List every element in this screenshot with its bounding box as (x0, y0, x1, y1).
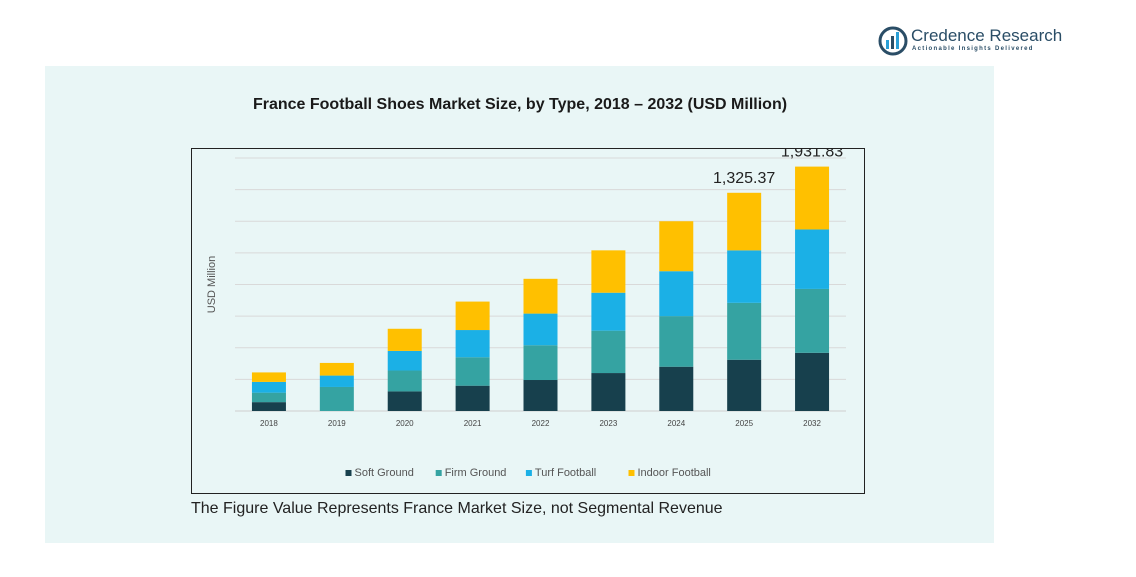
brand-tagline: Actionable Insights Delivered (912, 46, 1034, 52)
legend-swatch-soft-ground (345, 470, 352, 476)
bar-indoor-football-2032 (795, 166, 830, 230)
x-tick-label-2018: 2018 (260, 419, 278, 428)
footnote: The Figure Value Represents France Marke… (191, 500, 723, 517)
bar-indoor-football-2023 (591, 250, 626, 293)
brand-name: Credence Research (911, 26, 1063, 45)
bar-firm-ground-2022 (523, 345, 558, 381)
bar-turf-football-2032 (795, 229, 830, 289)
brand-logo: Credence Research Actionable Insights De… (878, 24, 1068, 58)
bar-soft-ground-2024 (659, 366, 694, 411)
bar-turf-football-2022 (523, 313, 558, 346)
bar-firm-ground-2024 (659, 316, 694, 367)
bar-firm-ground-2032 (795, 288, 830, 353)
x-tick-label-2023: 2023 (599, 419, 617, 428)
bar-firm-ground-2023 (591, 330, 626, 374)
x-tick-label-2020: 2020 (396, 419, 414, 428)
bar-indoor-football-2018 (251, 372, 286, 382)
x-tick-label-2032: 2032 (803, 419, 821, 428)
bar-turf-football-2018 (251, 381, 286, 393)
bar-firm-ground-2018 (251, 392, 286, 403)
bar-soft-ground-2020 (387, 391, 422, 411)
x-tick-label-2024: 2024 (667, 419, 685, 428)
x-tick-label-2022: 2022 (532, 419, 550, 428)
bar-soft-ground-2022 (523, 380, 558, 411)
legend-swatch-firm-ground (435, 470, 442, 476)
chart-title: France Football Shoes Market Size, by Ty… (252, 96, 788, 113)
x-tick-label-2025: 2025 (735, 419, 753, 428)
plot-frame (191, 148, 865, 494)
bar-chart-logo-icon (878, 26, 908, 56)
bar-indoor-football-2022 (523, 278, 558, 314)
legend-label-turf-football: Turf Football (535, 467, 596, 479)
bar-indoor-football-2024 (659, 221, 694, 272)
bar-turf-football-2021 (455, 330, 490, 358)
bar-soft-ground-2018 (251, 402, 286, 411)
legend-label-indoor-football: Indoor Football (638, 467, 711, 479)
bar-soft-ground-2032 (795, 352, 830, 411)
bar-turf-football-2020 (387, 350, 422, 371)
data-label-2025: 1,325.37 (713, 170, 775, 187)
legend-label-firm-ground: Firm Ground (445, 467, 507, 479)
y-axis-label: USD Million (206, 256, 218, 313)
bar-indoor-football-2021 (455, 301, 490, 331)
bar-firm-ground-2019 (319, 386, 354, 411)
bar-soft-ground-2025 (727, 359, 762, 411)
bar-turf-football-2024 (659, 271, 694, 317)
bar-turf-football-2019 (319, 375, 354, 387)
bar-firm-ground-2025 (727, 302, 762, 360)
legend-swatch-indoor-football (628, 470, 635, 476)
bar-indoor-football-2019 (319, 362, 354, 376)
bar-firm-ground-2021 (455, 357, 490, 386)
legend-swatch-turf-football (525, 470, 532, 476)
bar-indoor-football-2025 (727, 192, 762, 251)
data-label-2032: 1,931.83 (781, 148, 843, 161)
bar-soft-ground-2021 (455, 385, 490, 411)
bar-firm-ground-2020 (387, 370, 422, 392)
legend-label-soft-ground: Soft Ground (355, 467, 414, 479)
stacked-bar-chart: USD Million 2018 2019 2020 2021 2022 2023 2024 2… (206, 148, 846, 479)
x-tick-label-2019: 2019 (328, 419, 346, 428)
bar-soft-ground-2023 (591, 373, 626, 411)
chart-panel (45, 66, 994, 543)
bar-indoor-football-2020 (387, 328, 422, 351)
bar-turf-football-2023 (591, 292, 626, 331)
x-tick-label-2021: 2021 (464, 419, 482, 428)
bar-turf-football-2025 (727, 250, 762, 303)
